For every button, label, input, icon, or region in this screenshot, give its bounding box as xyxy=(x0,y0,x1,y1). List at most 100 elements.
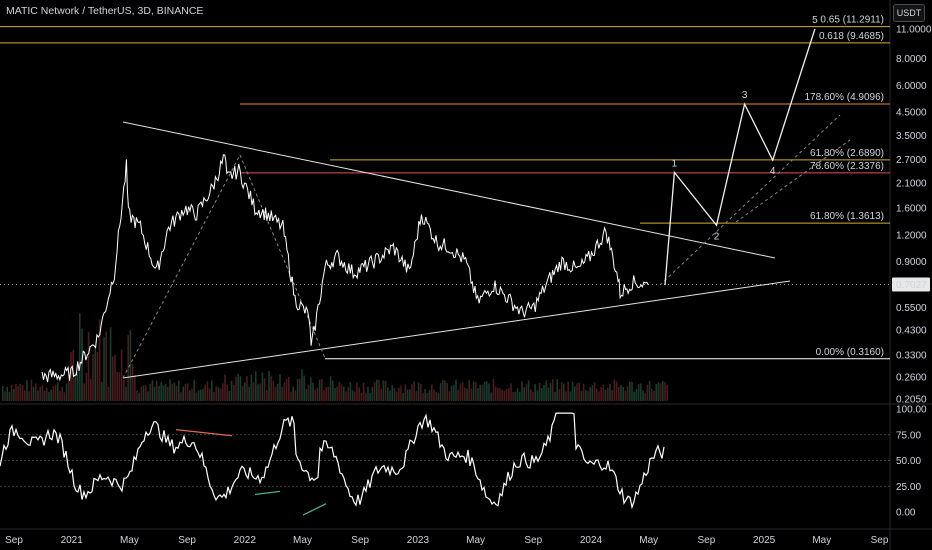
volume-bar xyxy=(54,384,57,401)
price-tick-label: 2.7000 xyxy=(896,155,927,166)
volume-bar xyxy=(666,385,668,401)
volume-bar xyxy=(270,376,272,401)
volume-bar xyxy=(255,371,257,401)
volume-bar xyxy=(618,387,620,401)
volume-bar xyxy=(19,383,22,401)
volume-bar xyxy=(296,378,299,401)
volume-bar xyxy=(422,392,424,401)
volume-bar xyxy=(541,388,543,401)
volume-bar xyxy=(494,386,497,401)
volume-bar xyxy=(519,391,521,401)
volume-bar xyxy=(290,391,292,401)
volume-bar xyxy=(391,385,393,401)
volume-bar xyxy=(596,388,598,401)
volume-bar xyxy=(569,391,572,401)
volume-bar xyxy=(316,387,319,401)
price-tick-label: 0.4300 xyxy=(896,326,927,337)
price-tick-label: 0.2050 xyxy=(896,395,927,406)
volume-bar xyxy=(162,385,165,401)
volume-bar xyxy=(52,386,55,401)
dashed-guide xyxy=(239,154,326,359)
volume-bar xyxy=(345,391,347,401)
volume-bar xyxy=(563,383,565,401)
fib-level-label: 61.80% (2.6890) xyxy=(810,148,884,159)
volume-bar xyxy=(389,390,391,401)
volume-bar xyxy=(252,382,255,401)
price-tick-label: 0.3300 xyxy=(896,350,927,361)
volume-bar xyxy=(259,383,261,401)
volume-bar xyxy=(281,386,283,401)
upper-trendline xyxy=(122,121,776,259)
time-tick-label: 2021 xyxy=(61,535,84,546)
volume-bar xyxy=(477,388,479,401)
price-tick-label: 8.0000 xyxy=(896,54,927,65)
divergence-line xyxy=(302,503,327,516)
fib-level-label: 0.618 (9.4685) xyxy=(819,31,884,42)
volume-bar xyxy=(428,389,431,401)
currency-button[interactable]: USDT xyxy=(893,4,925,22)
volume-bar xyxy=(431,384,433,401)
volume-bar xyxy=(420,383,422,401)
volume-bar xyxy=(107,386,110,401)
volume-bar xyxy=(642,390,644,401)
wave-projection: 1 2 3 4 5 xyxy=(664,15,818,285)
volume-bar xyxy=(343,386,345,401)
time-tick-label: Sep xyxy=(524,535,542,546)
volume-bar xyxy=(470,388,473,401)
fib-level-label: 78.60% (2.3376) xyxy=(810,161,884,172)
fib-levels: 0.65 (11.2911) 0.618 (9.4685) 178.60% (4.9… xyxy=(0,15,890,360)
volume-bar xyxy=(644,392,646,401)
volume-bar xyxy=(169,379,171,401)
volume-bar xyxy=(483,381,486,401)
volume-bar xyxy=(622,387,624,401)
volume-bar xyxy=(424,388,426,401)
volume-bar xyxy=(664,381,666,401)
volume-bar xyxy=(288,376,290,401)
price-tick-label: 2.1000 xyxy=(896,178,927,189)
volume-bar xyxy=(48,391,50,401)
volume-bar xyxy=(534,384,536,401)
volume-bar xyxy=(61,386,63,401)
volume-bar xyxy=(545,380,547,401)
volume-bar xyxy=(127,335,129,401)
volume-bar xyxy=(310,377,312,401)
divergence-line xyxy=(175,428,233,437)
volume-bar xyxy=(138,392,140,401)
volume-bar xyxy=(365,392,367,401)
volume-bar xyxy=(224,374,226,401)
volume-bar xyxy=(329,376,332,401)
volume-bar xyxy=(173,382,176,401)
chart-title: MATIC Network / TetherUS, 3D, BINANCE xyxy=(6,5,204,17)
volume-bar xyxy=(239,376,242,401)
fib-level-label: 178.60% (4.9096) xyxy=(804,92,884,103)
volume-bar xyxy=(94,347,96,401)
volume-bar xyxy=(76,372,79,401)
volume-bar xyxy=(101,381,103,401)
volume-bar xyxy=(356,382,358,401)
volume-bar xyxy=(21,385,24,401)
volume-bar xyxy=(481,385,484,401)
time-tick-label: May xyxy=(466,535,485,546)
volume-bar xyxy=(35,383,37,401)
time-tick-label: 2024 xyxy=(580,535,603,546)
volume-bar xyxy=(274,386,277,401)
volume-bar xyxy=(629,381,631,401)
volume-bar xyxy=(178,380,180,401)
volume-bar xyxy=(657,382,660,401)
volume-bar xyxy=(637,384,640,401)
volume-bar xyxy=(136,390,138,401)
volume-bar xyxy=(530,389,532,401)
volume-bar xyxy=(74,372,77,401)
volume-bar xyxy=(182,386,184,401)
volume-bar xyxy=(400,385,402,401)
volume-bar xyxy=(68,379,70,401)
price-tick-label: 4.5000 xyxy=(896,108,927,119)
volume-bar xyxy=(398,387,400,401)
volume-bar xyxy=(140,386,143,401)
volume-bar xyxy=(565,391,567,401)
volume-bar xyxy=(266,390,268,401)
price-series xyxy=(41,154,649,383)
price-tick-label: 11.0000 xyxy=(896,25,932,36)
volume-bar xyxy=(439,383,442,401)
